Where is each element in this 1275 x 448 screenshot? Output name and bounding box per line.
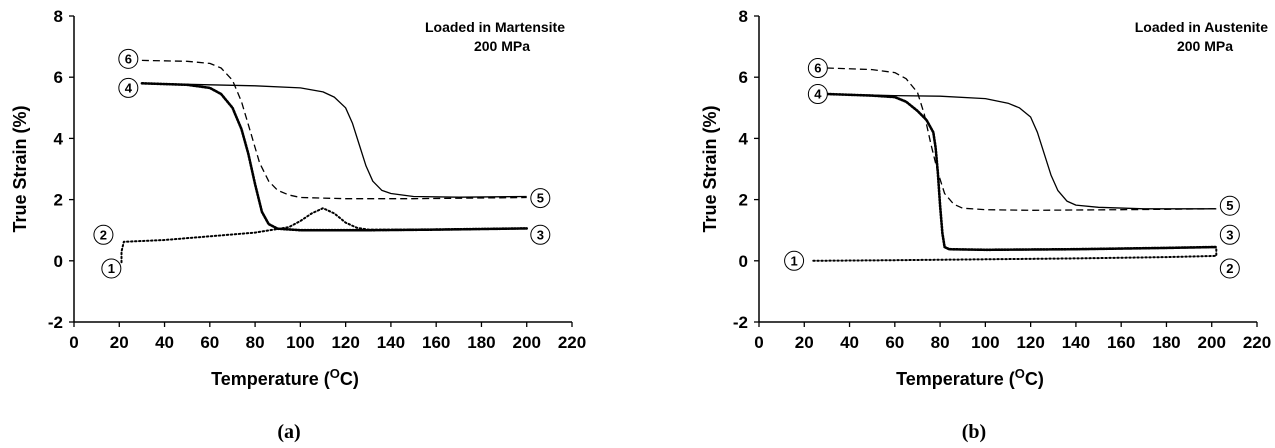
step-marker-circle — [807, 84, 828, 105]
step-marker-circle — [1219, 258, 1240, 279]
x-tick-label: 140 — [1062, 333, 1090, 352]
y-tick-label: 8 — [54, 7, 63, 26]
step-marker-circle — [93, 224, 114, 245]
step-marker: 4 — [807, 84, 828, 105]
step-marker-label: 1 — [790, 253, 797, 268]
x-tick-label: 20 — [110, 333, 129, 352]
step-marker-circle — [784, 250, 805, 271]
y-tick-label: 0 — [54, 252, 63, 271]
step-marker-label: 4 — [125, 80, 133, 95]
y-tick-label: 6 — [54, 68, 63, 87]
step-marker-circle — [118, 48, 139, 69]
x-tick-label: 100 — [286, 333, 314, 352]
step-marker-label: 5 — [537, 191, 544, 206]
step-marker-label: 3 — [1226, 227, 1233, 242]
step-marker: 3 — [1219, 224, 1240, 245]
y-tick-label: 4 — [739, 129, 749, 148]
x-tick-label: 220 — [1243, 333, 1271, 352]
x-tick-label: 20 — [795, 333, 814, 352]
step-marker-label: 2 — [100, 227, 107, 242]
step-marker-label: 4 — [814, 87, 822, 102]
x-tick-label: 80 — [246, 333, 265, 352]
series-line — [812, 246, 1218, 262]
y-tick-label: 0 — [739, 252, 748, 271]
series-line — [826, 93, 1217, 210]
x-tick-label: 160 — [1107, 333, 1135, 352]
x-tick-label: 220 — [558, 333, 586, 352]
step-marker: 1 — [101, 258, 122, 279]
x-axis-label: Temperature (OC) — [211, 366, 359, 389]
y-tick-label: 6 — [739, 68, 748, 87]
x-tick-label: 40 — [840, 333, 859, 352]
x-axis-label: Temperature (OC) — [896, 366, 1044, 389]
step-marker-circle — [101, 258, 122, 279]
series-line — [141, 59, 527, 200]
series-line — [120, 207, 528, 264]
y-tick-label: 2 — [739, 191, 748, 210]
annotation-line: 200 MPa — [1177, 38, 1233, 54]
annotation-line: 200 MPa — [474, 38, 530, 54]
annotation-line: Loaded in Martensite — [425, 19, 565, 35]
chart-panel-b: 0 20 40 60 80 100 120 140 160 180 200 220 -2 0 2 4 6 8 Tem… — [700, 7, 1271, 443]
y-axis-label: True Strain (%) — [10, 105, 30, 232]
step-marker-label: 2 — [1226, 261, 1233, 276]
step-marker-circle — [1219, 224, 1240, 245]
step-marker: 3 — [530, 224, 551, 245]
step-marker-label: 5 — [1226, 198, 1233, 213]
y-axis-label: True Strain (%) — [700, 105, 720, 232]
x-tick-label: 60 — [200, 333, 219, 352]
x-tick-label: 100 — [971, 333, 999, 352]
x-tick-label: 140 — [377, 333, 405, 352]
x-tick-label: 120 — [1016, 333, 1044, 352]
step-marker-circle — [530, 224, 551, 245]
x-tick-label: 0 — [754, 333, 763, 352]
step-marker-label: 6 — [125, 51, 132, 66]
x-tick-label: 200 — [513, 333, 541, 352]
chart-panel-a: 0 20 40 60 80 100 120 140 160 180 200 220 -2 0 2 4 6 8 Tem… — [10, 7, 586, 443]
x-tick-label: 40 — [155, 333, 174, 352]
step-marker: 2 — [1219, 258, 1240, 279]
annotation-line: Loaded in Austenite — [1135, 19, 1268, 35]
step-marker-label: 1 — [108, 261, 115, 276]
series-line — [826, 67, 1217, 211]
panel-label: (b) — [962, 421, 986, 443]
step-marker: 5 — [530, 188, 551, 209]
series-line — [141, 82, 527, 198]
step-marker-label: 3 — [537, 227, 544, 242]
series-line — [825, 92, 1218, 252]
y-tick-label: 2 — [54, 191, 63, 210]
x-tick-label: 180 — [1152, 333, 1180, 352]
step-marker-circle — [1219, 195, 1240, 216]
x-tick-label: 0 — [69, 333, 78, 352]
y-tick-label: 8 — [739, 7, 748, 26]
step-marker-circle — [118, 77, 139, 98]
step-marker-label: 6 — [814, 61, 821, 76]
x-tick-label: 120 — [331, 333, 359, 352]
step-marker: 4 — [118, 77, 139, 98]
y-tick-label: 4 — [54, 129, 64, 148]
x-tick-label: 180 — [467, 333, 495, 352]
x-tick-label: 60 — [885, 333, 904, 352]
step-marker: 1 — [784, 250, 805, 271]
step-marker: 6 — [807, 58, 828, 79]
step-marker: 2 — [93, 224, 114, 245]
step-marker: 6 — [118, 48, 139, 69]
x-tick-label: 200 — [1198, 333, 1226, 352]
panel-label: (a) — [277, 421, 300, 443]
x-tick-label: 80 — [931, 333, 950, 352]
x-tick-label: 160 — [422, 333, 450, 352]
y-tick-label: -2 — [48, 313, 63, 332]
step-marker-circle — [807, 58, 828, 79]
y-tick-label: -2 — [733, 313, 748, 332]
series-line — [140, 82, 529, 232]
step-marker: 5 — [1219, 195, 1240, 216]
step-marker-circle — [530, 188, 551, 209]
